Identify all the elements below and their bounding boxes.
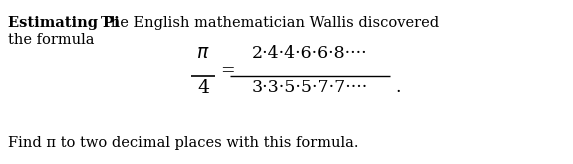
Text: Find π to two decimal places with this formula.: Find π to two decimal places with this f… — [8, 136, 359, 150]
Text: Estimating Pi: Estimating Pi — [8, 16, 120, 30]
Text: 4: 4 — [197, 79, 209, 97]
Text: 3·3·5·5·7·7····: 3·3·5·5·7·7···· — [252, 79, 368, 96]
Text: The English mathematician Wallis discovered: The English mathematician Wallis discove… — [101, 16, 439, 30]
Text: the formula: the formula — [8, 33, 95, 47]
Text: 2·4·4·6·6·8····: 2·4·4·6·6·8···· — [252, 45, 368, 62]
Text: .: . — [395, 79, 401, 96]
Text: =: = — [219, 62, 234, 80]
Text: $\pi$: $\pi$ — [196, 44, 210, 62]
